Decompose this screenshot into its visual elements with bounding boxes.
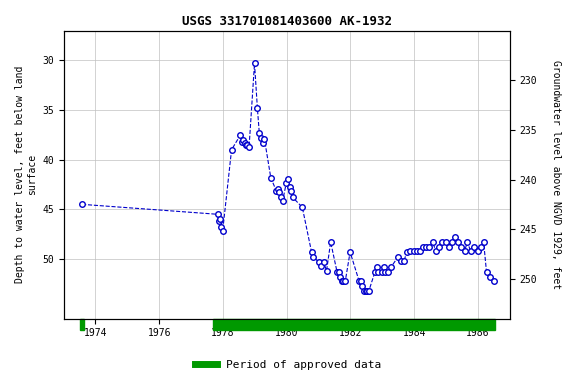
Y-axis label: Depth to water level, feet below land
surface: Depth to water level, feet below land su… [15,66,37,283]
Title: USGS 331701081403600 AK-1932: USGS 331701081403600 AK-1932 [181,15,392,28]
Bar [213,319,495,331]
Y-axis label: Groundwater level above NGVD 1929, feet: Groundwater level above NGVD 1929, feet [551,60,561,289]
Bar [79,319,84,331]
Legend: Period of approved data: Period of approved data [191,356,385,375]
